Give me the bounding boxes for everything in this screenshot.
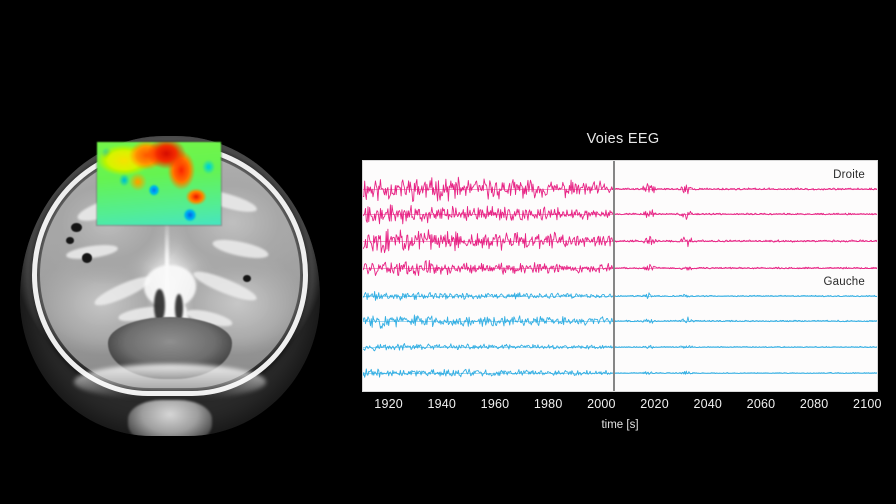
x-tick-label: 1920 xyxy=(374,397,403,411)
time-marker-line[interactable] xyxy=(613,161,616,391)
eeg-channel-baseline xyxy=(363,268,877,269)
x-tick-label: 2020 xyxy=(640,397,669,411)
x-tick-label: 1980 xyxy=(533,397,563,411)
legend-label-gauche: Gauche xyxy=(821,276,867,288)
coronal-brain-mri xyxy=(6,134,336,444)
x-tick-label: 1960 xyxy=(480,397,510,411)
eeg-plot-panel: Voies EEG Droite Gauche 1920 1940 1960 1980… xyxy=(350,0,896,504)
activation-heatmap-overlay xyxy=(97,142,221,225)
eeg-waveform xyxy=(363,176,877,202)
eeg-waveform xyxy=(363,343,877,352)
x-tick-label: 2000 xyxy=(587,397,616,411)
x-axis-ticks: 1920 1940 1960 1980 2000 2020 2040 2060 2080 2100 xyxy=(362,393,881,427)
eeg-waveform xyxy=(363,368,877,378)
eeg-waveform xyxy=(363,204,877,225)
eeg-waveform xyxy=(363,228,877,254)
x-tick-label: 2060 xyxy=(746,397,776,411)
x-tick-label: 2080 xyxy=(799,397,829,411)
eeg-waveform xyxy=(363,291,877,301)
eeg-waveform xyxy=(363,314,877,329)
neck-region xyxy=(128,400,212,436)
eeg-waveform xyxy=(363,259,877,277)
skull-base xyxy=(74,364,266,400)
x-tick-label: 1940 xyxy=(427,397,457,411)
legend-label-droite: Droite xyxy=(831,169,867,181)
eeg-plot-area: Droite Gauche xyxy=(362,160,878,392)
mri-panel xyxy=(0,0,350,504)
x-tick-label: 2040 xyxy=(693,397,723,411)
x-axis-label: time [s] xyxy=(601,419,639,431)
x-tick-label: 2100 xyxy=(853,397,882,411)
page-title: Voies EEG xyxy=(586,131,660,147)
